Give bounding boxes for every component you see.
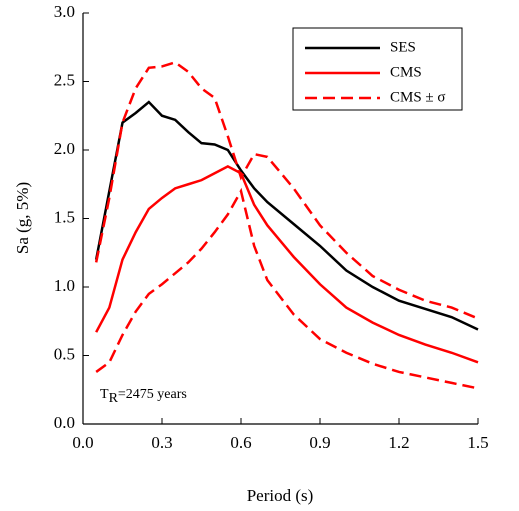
line <box>95 187 479 390</box>
legend-box <box>292 27 463 111</box>
y-tick-label: 3.0 <box>54 2 75 21</box>
annotation: TR=2475 years <box>100 387 187 406</box>
line <box>94 60 479 320</box>
line <box>94 100 479 331</box>
x-tick-label: 0.9 <box>309 433 330 452</box>
legend-label: SES <box>390 39 416 55</box>
y-axis-label: Sa (g, 5%) <box>13 182 32 254</box>
x-tick-label: 0.0 <box>72 433 93 452</box>
annotation-suffix: =2475 years <box>118 387 187 402</box>
annotation-text: T <box>100 387 109 402</box>
y-tick-label: 0.0 <box>54 413 75 432</box>
legend-label: CMS ± σ <box>390 89 446 105</box>
x-tick-label: 0.6 <box>230 433 251 452</box>
y-tick-label: 2.5 <box>54 70 75 89</box>
y-tick-label: 1.0 <box>54 276 75 295</box>
legend-label: CMS <box>390 64 422 80</box>
x-tick-label: 0.3 <box>151 433 172 452</box>
y-tick-label: 0.5 <box>54 344 75 363</box>
annotation-subscript: R <box>109 391 119 406</box>
x-tick-label: 1.2 <box>388 433 409 452</box>
y-tick-label: 2.0 <box>54 139 75 158</box>
x-axis-label: Period (s) <box>247 486 314 505</box>
line <box>95 165 479 364</box>
x-tick-label: 1.5 <box>467 433 488 452</box>
y-tick-label: 1.5 <box>54 207 75 226</box>
